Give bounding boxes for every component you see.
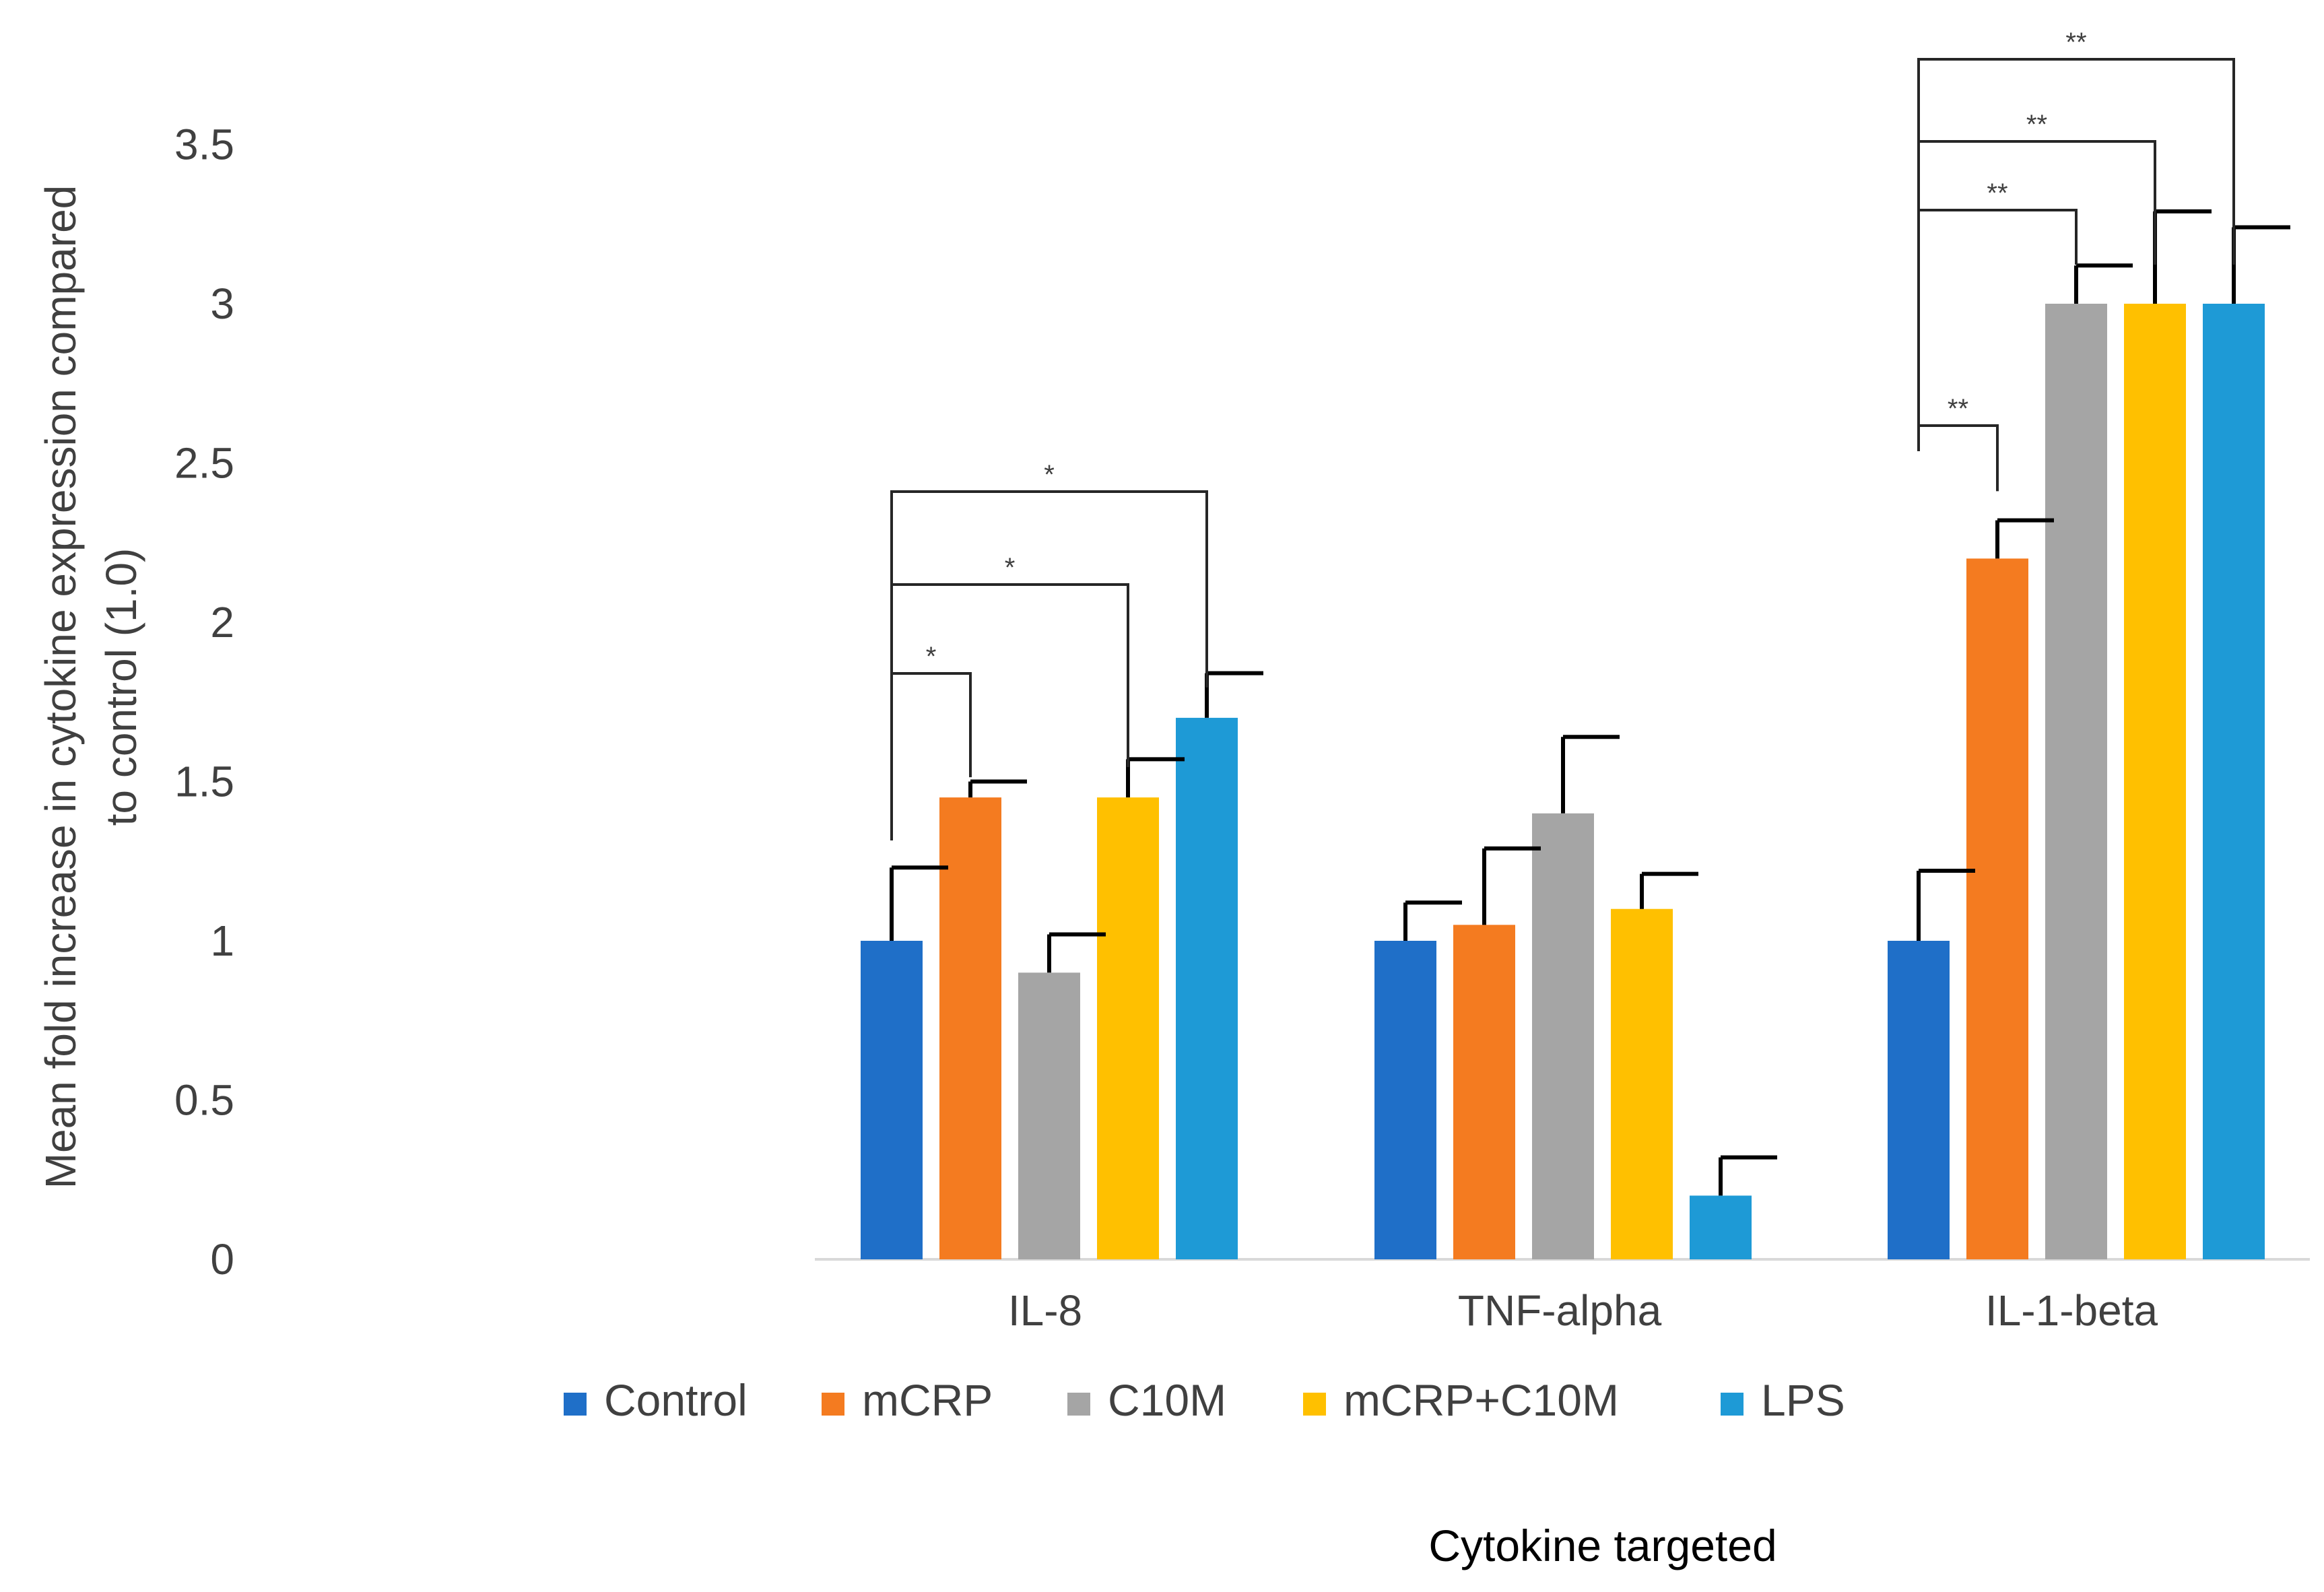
legend-item-lps: LPS: [1721, 1375, 1845, 1425]
bar: [1453, 925, 1515, 1259]
bar: [1097, 797, 1159, 1259]
y-tick-label: 1.5: [174, 758, 234, 806]
legend-item-mcrp-c10m: mCRP+C10M: [1303, 1375, 1619, 1425]
error-bars: [890, 209, 2290, 1196]
y-tick-label: 0.5: [174, 1076, 234, 1125]
significance-label: **: [2026, 110, 2047, 139]
y-tick-label: 0: [210, 1235, 234, 1284]
legend-label: LPS: [1761, 1375, 1845, 1425]
y-axis-title: Mean fold increase in cytokine expressio…: [36, 185, 145, 1189]
significance-bracket: [890, 583, 1129, 840]
x-tick-label: IL-1-beta: [1985, 1286, 2158, 1335]
bars: [861, 304, 2265, 1259]
legend-item-c10m: C10M: [1067, 1375, 1226, 1425]
legend-swatch: [564, 1393, 587, 1416]
bar: [1374, 941, 1436, 1259]
y-tick-label: 2.5: [174, 439, 234, 488]
y-tick-labels: 0 0.5 1 1.5 2 2.5 3 3.5: [174, 121, 234, 1284]
bar: [1532, 813, 1594, 1259]
bar: [2045, 304, 2107, 1259]
significance-bracket: [1917, 424, 1999, 492]
significance-brackets: ***********: [890, 28, 2235, 840]
significance-label: **: [1987, 178, 2007, 208]
y-tick-label: 3.5: [174, 121, 234, 169]
y-tick-label: 3: [210, 279, 234, 328]
y-tick-label: 1: [210, 917, 234, 965]
significance-label: *: [1005, 553, 1016, 583]
legend-label: Control: [604, 1375, 748, 1425]
legend-item-control: Control: [564, 1375, 748, 1425]
significance-bracket: [1917, 58, 2235, 451]
legend-swatch: [1303, 1393, 1326, 1416]
bar: [1176, 717, 1238, 1259]
significance-label: *: [926, 642, 937, 671]
x-axis-title: Cytokine targeted: [1428, 1521, 1777, 1570]
legend-label: mCRP: [862, 1375, 993, 1425]
bar: [2203, 304, 2265, 1259]
legend-label: C10M: [1108, 1375, 1226, 1425]
x-tick-labels: IL-8 TNF-alpha IL-1-beta: [1008, 1286, 2158, 1335]
legend-swatch: [1721, 1393, 1744, 1416]
bar: [939, 797, 1001, 1259]
y-axis-title-line-2: to control (1.0): [97, 548, 145, 826]
legend-item-mcrp: mCRP: [822, 1375, 993, 1425]
legend: Control mCRP C10M mCRP+C10M LPS: [564, 1375, 1845, 1425]
bar: [1888, 941, 1950, 1259]
significance-label: **: [1948, 394, 1968, 424]
legend-swatch: [822, 1393, 844, 1416]
x-tick-label: TNF-alpha: [1458, 1286, 1662, 1335]
legend-label: mCRP+C10M: [1343, 1375, 1619, 1425]
bar: [2124, 304, 2186, 1259]
y-axis-title-line-1: Mean fold increase in cytokine expressio…: [36, 185, 85, 1189]
legend-swatch: [1067, 1393, 1090, 1416]
bar: [861, 941, 923, 1259]
y-tick-label: 2: [210, 598, 234, 646]
x-tick-label: IL-8: [1008, 1286, 1082, 1335]
significance-label: **: [2065, 28, 2086, 57]
bar: [1690, 1195, 1752, 1259]
bar: [1611, 908, 1673, 1259]
bar: [1966, 558, 2028, 1259]
significance-bracket: [890, 490, 1208, 840]
significance-label: *: [1044, 460, 1055, 490]
bar: [1018, 972, 1080, 1259]
